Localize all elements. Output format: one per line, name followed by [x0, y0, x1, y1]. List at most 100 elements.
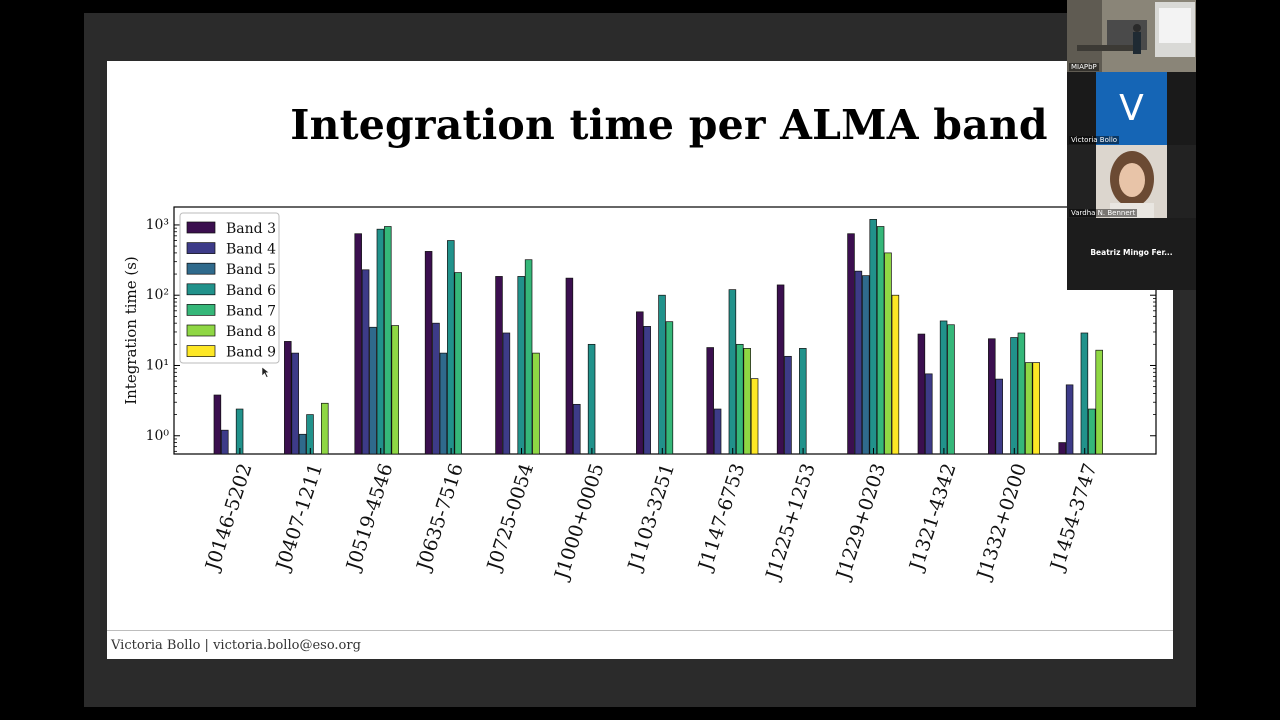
bar — [384, 226, 392, 455]
legend-swatch — [186, 345, 216, 357]
bar — [713, 408, 722, 455]
bar — [369, 326, 377, 455]
bar — [1058, 442, 1066, 455]
bar — [354, 233, 362, 455]
bar — [587, 343, 596, 455]
legend-swatch — [186, 304, 216, 316]
bar — [636, 311, 644, 455]
legend-swatch — [186, 262, 216, 275]
x-tick-label: J0146-5202 — [201, 461, 257, 575]
legend-label: Band 8 — [226, 324, 276, 340]
bar — [917, 333, 926, 455]
bar — [376, 228, 385, 455]
bar — [1088, 408, 1096, 455]
bar — [743, 348, 751, 455]
participant-panel: MIAPbP V Victoria Bollo Vardha N. Benner… — [1067, 0, 1196, 290]
x-tick-label: J0519-4546 — [342, 461, 398, 575]
participant-name: Victoria Bollo — [1069, 136, 1120, 144]
bar — [502, 332, 511, 455]
room-video-thumbnail — [1067, 0, 1196, 72]
bar — [1065, 384, 1074, 455]
x-tick-label: J1321-4342 — [905, 461, 961, 575]
bar — [291, 352, 299, 455]
x-tick-label: J1454-3747 — [1046, 461, 1102, 575]
bar — [495, 276, 503, 455]
bar — [1032, 362, 1040, 455]
participant-tile-victoria[interactable]: V Victoria Bollo — [1067, 72, 1196, 145]
x-tick-label: J1332+0200 — [972, 461, 1031, 584]
bar — [776, 284, 785, 455]
bar — [643, 326, 651, 455]
x-tick-label: J1000+0005 — [550, 461, 609, 584]
bar — [891, 294, 900, 455]
x-tick-label: J0407-1211 — [271, 461, 327, 575]
legend-label: Band 9 — [226, 345, 276, 361]
x-tick-label: J1103-3251 — [623, 461, 679, 575]
y-tick-label: 10⁰ — [146, 428, 170, 444]
legend-label: Band 3 — [226, 221, 276, 237]
y-tick-label: 10² — [146, 287, 169, 303]
bar — [1025, 362, 1033, 455]
legend-swatch — [186, 324, 216, 337]
x-tick-label: J0725-0054 — [482, 461, 538, 575]
participant-name: MIAPbP — [1069, 63, 1099, 71]
bar — [862, 275, 870, 455]
bar — [213, 394, 222, 455]
bar — [321, 402, 329, 455]
footer-divider — [107, 630, 1173, 631]
legend-label: Band 4 — [226, 242, 276, 258]
legend-label: Band 7 — [226, 303, 276, 319]
participant-tile-room[interactable]: MIAPbP — [1067, 0, 1196, 72]
y-tick-label: 10¹ — [146, 357, 169, 373]
bar — [665, 321, 674, 455]
slide-footer: Victoria Bollo | victoria.bollo@eso.org — [111, 638, 361, 653]
x-tick-label: J1147-6753 — [694, 461, 750, 575]
bar — [391, 325, 399, 455]
bar — [939, 320, 948, 455]
bar — [454, 272, 462, 455]
bar — [728, 289, 737, 455]
bar-chart: 10⁰ 10¹ 10² 10³ Integration time (s) J0146-52… — [122, 206, 1157, 584]
person-photo — [1096, 145, 1167, 218]
legend-label: Band 6 — [226, 283, 276, 299]
bar — [424, 251, 433, 455]
legend-swatch — [186, 221, 216, 234]
bar — [1017, 332, 1026, 455]
x-tick-label: J1229+0203 — [832, 461, 891, 584]
bar — [235, 408, 244, 455]
legend-swatch — [186, 283, 216, 296]
legend-swatch — [186, 242, 216, 254]
bar — [447, 240, 455, 455]
presentation-slide: Integration time per ALMA band 10⁰ 10¹ 10²… — [107, 61, 1173, 659]
bar — [1080, 332, 1089, 455]
bar — [799, 348, 807, 455]
bar — [995, 378, 1003, 455]
y-tick-label: 10³ — [146, 217, 169, 233]
slide-title: Integration time per ALMA band — [290, 101, 1048, 149]
bar — [750, 378, 759, 455]
bar — [854, 270, 863, 455]
bar — [884, 252, 892, 455]
bar — [284, 341, 292, 455]
bar — [221, 429, 229, 455]
bar — [847, 233, 855, 455]
avatar: V — [1096, 72, 1167, 145]
cursor-icon — [261, 366, 270, 378]
bar — [925, 373, 933, 455]
participant-name: Vardha N. Bennert — [1069, 209, 1138, 217]
participant-tile-vardha[interactable]: Vardha N. Bennert — [1067, 145, 1196, 218]
bar — [869, 219, 877, 455]
bar — [784, 355, 792, 455]
bar — [524, 259, 533, 455]
participant-tile-beatriz[interactable]: Beatriz Mingo Fer... — [1067, 218, 1196, 290]
bar — [947, 324, 955, 455]
bar — [361, 269, 370, 455]
bar — [736, 343, 744, 455]
bar — [658, 294, 666, 455]
bar — [706, 347, 714, 455]
bar — [1095, 349, 1103, 455]
bar — [565, 277, 574, 455]
bar — [876, 226, 885, 455]
participant-video — [1096, 145, 1167, 218]
bar — [1010, 337, 1018, 455]
